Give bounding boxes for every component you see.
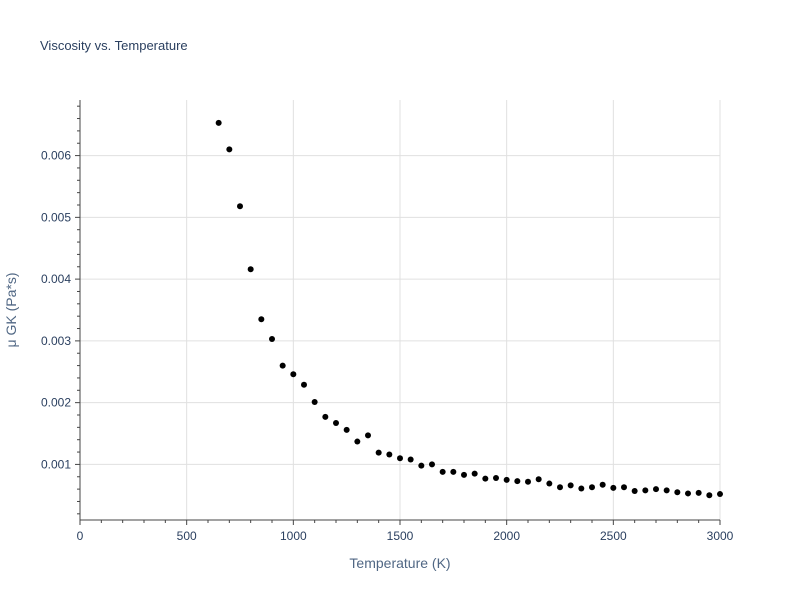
data-point [215,119,222,126]
data-point [674,489,681,496]
data-point [226,146,233,153]
y-tick-label: 0.006 [41,149,71,163]
data-point [301,381,307,388]
x-tick-label: 500 [177,529,197,543]
y-tick-label: 0.004 [41,272,71,286]
data-point [653,486,659,493]
data-point [717,491,723,498]
y-tick-label: 0.003 [41,334,71,348]
data-point [685,490,691,497]
data-point [695,489,702,496]
data-point [333,420,339,427]
data-point [471,470,478,477]
data-point [706,492,713,499]
data-point [439,468,446,475]
y-tick-label: 0.002 [41,396,71,410]
data-point [237,203,243,210]
data-point [258,316,265,323]
data-point [599,481,606,488]
data-point [663,487,670,494]
x-tick-label: 1000 [280,529,307,543]
data-point [621,484,627,491]
data-point [269,336,275,343]
y-tick-label: 0.001 [41,457,71,471]
data-point [514,478,521,485]
data-point [450,468,457,475]
data-point [557,484,563,491]
data-points [215,119,723,499]
data-point [567,482,574,489]
x-tick-label: 2000 [493,529,520,543]
data-point [375,449,382,456]
x-tick-label: 1500 [387,529,414,543]
data-point [354,438,361,445]
data-point [493,475,499,481]
data-point [631,487,638,494]
data-point [578,485,585,492]
data-point [343,426,350,433]
data-point [610,484,617,491]
data-point [482,475,489,482]
data-point [503,476,510,483]
x-tick-label: 0 [77,529,84,543]
data-point [525,478,531,485]
x-tick-label: 3000 [707,529,734,543]
data-point [535,476,542,483]
y-axis-title: μ GK (Pa*s) [3,273,19,348]
data-point [322,413,329,420]
data-point [429,461,435,468]
data-point [279,362,286,369]
data-point [546,480,553,487]
axes: 0 500 1000 1500 2000 2500 3000 0.001 0.002 0.003 0… [41,100,734,543]
data-point [247,266,254,273]
x-tick-label: 2500 [600,529,627,543]
data-point [642,487,649,494]
data-point [407,456,414,463]
data-point [311,399,318,406]
data-point [386,451,393,458]
data-point [365,432,371,439]
data-point [589,484,595,491]
data-point [397,455,403,462]
data-point [461,471,467,478]
x-axis-title: Temperature (K) [349,555,450,571]
chart-title: Viscosity vs. Temperature [40,38,188,53]
data-point [290,371,297,378]
data-point [418,462,425,469]
grid [80,100,721,520]
y-tick-label: 0.005 [41,210,71,224]
